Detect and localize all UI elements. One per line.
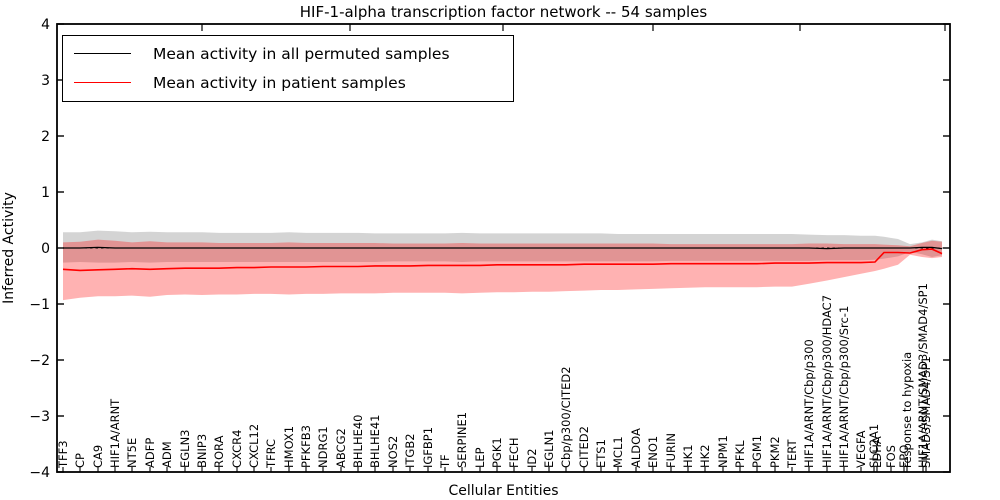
x-tick-label: HK1: [681, 444, 695, 468]
x-tick-label: response to hypoxia: [900, 352, 914, 468]
x-tick-label: NT5E: [125, 438, 139, 468]
x-tick-label: CITED2: [577, 426, 591, 468]
y-tick-label: 0: [41, 241, 50, 257]
x-tick-label: ETS1: [594, 439, 608, 468]
x-tick-label: TF: [438, 454, 452, 469]
mean-permuted-line: [63, 246, 943, 250]
x-tick-label: ALDOA: [629, 428, 643, 468]
x-tick-label: VEGFA: [854, 430, 868, 468]
legend-label-permuted: Mean activity in all permuted samples: [153, 44, 450, 63]
x-tick-label: ID2: [525, 448, 539, 468]
x-tick-label: BNIP3: [195, 434, 209, 468]
y-tick-label: 2: [41, 129, 50, 145]
x-tick-label: BHLHE41: [368, 415, 382, 469]
x-tick-label: SMAD3/SMAD4/SP1: [919, 356, 933, 468]
x-tick-label: NDRG1: [316, 426, 330, 468]
x-tick-label: ABCG2: [334, 428, 348, 468]
x-tick-label: Cbp/p300/CITED2: [559, 366, 573, 468]
legend-item-permuted: Mean activity in all permuted samples: [63, 39, 513, 68]
x-tick-label: CXCR4: [230, 430, 244, 468]
x-tick-label: PGK1: [490, 437, 504, 468]
x-tick-label: BHLHE40: [351, 415, 365, 469]
x-axis-label: Cellular Entities: [448, 483, 559, 499]
y-tick-label: 4: [41, 17, 50, 33]
x-tick-label: ADM: [160, 441, 174, 468]
x-tick-label: HIF1A/ARNT: [108, 398, 122, 468]
x-tick-label: ADFP: [143, 438, 157, 468]
x-tick-label: HK2: [698, 444, 712, 468]
patient-samples-range-band: [63, 239, 942, 301]
x-tick-label: EPO: [897, 445, 911, 468]
legend-item-patient: Mean activity in patient samples: [63, 68, 513, 97]
x-tick-label: FECH: [507, 437, 521, 468]
y-tick-label: −1: [29, 297, 50, 313]
x-tick-label: MCL1: [611, 436, 625, 468]
x-tick-label: SERPINE1: [455, 412, 469, 468]
y-tick-label: −2: [29, 353, 50, 369]
y-tick-label: 3: [41, 73, 50, 89]
x-tick-label: HIF1A/ARNT/Cbp/p300/Src-1: [837, 306, 851, 468]
x-tick-label: ENO1: [646, 436, 660, 468]
x-tick-label: ITGB2: [403, 433, 417, 468]
permuted-line-swatch: [74, 53, 131, 54]
x-tick-label: LDHA: [870, 436, 884, 468]
x-tick-label: CA9: [91, 445, 105, 468]
y-axis-label: Inferred Activity: [1, 192, 17, 304]
x-tick-label: LEP: [473, 447, 487, 468]
y-tick-label: −3: [29, 409, 50, 425]
x-tick-label: HIF1A/ARNT/SMAD3/SMAD4/SP1: [916, 283, 930, 468]
x-tick-label: TFF3: [56, 440, 70, 469]
y-tick-label: 1: [41, 185, 50, 201]
x-tick-label: TFRC: [264, 439, 278, 469]
x-tick-label: HIF1A/ARNT/Cbp/p300: [802, 339, 816, 468]
x-tick-label: FURIN: [664, 433, 678, 468]
x-tick-label: CXCL12: [247, 424, 261, 468]
patient-line-swatch: [74, 82, 131, 83]
x-tick-label: IGFBP1: [421, 427, 435, 468]
legend: Mean activity in all permuted samples Me…: [62, 35, 514, 102]
x-tick-label: EGLN1: [542, 429, 556, 468]
x-tick-label: HIF1A/ARNT/Cbp/p300/HDAC7: [820, 295, 834, 468]
x-tick-label: SLC2A1: [867, 424, 881, 468]
chart-title: HIF-1-alpha transcription factor network…: [299, 3, 708, 21]
mean-patient-line: [62, 248, 943, 272]
x-tick-label: PFKL: [733, 440, 747, 468]
legend-label-patient: Mean activity in patient samples: [153, 73, 406, 92]
x-tick-label: FOS: [884, 445, 898, 468]
x-tick-label: CP: [73, 453, 87, 468]
x-tick-label: PGM1: [750, 435, 764, 468]
y-tick-label: −4: [29, 465, 50, 481]
x-tick-label: PKM2: [768, 436, 782, 468]
x-tick-label: TERT: [785, 439, 799, 469]
x-tick-label: RORA: [212, 435, 226, 468]
x-tick-label: PFKFB3: [299, 425, 313, 468]
x-tick-label: NPM1: [716, 435, 730, 468]
x-tick-label: EGLN3: [178, 429, 192, 468]
x-tick-label: NOS2: [386, 436, 400, 468]
x-tick-label: HMOX1: [282, 426, 296, 468]
permuted-samples-range-band: [63, 230, 942, 263]
